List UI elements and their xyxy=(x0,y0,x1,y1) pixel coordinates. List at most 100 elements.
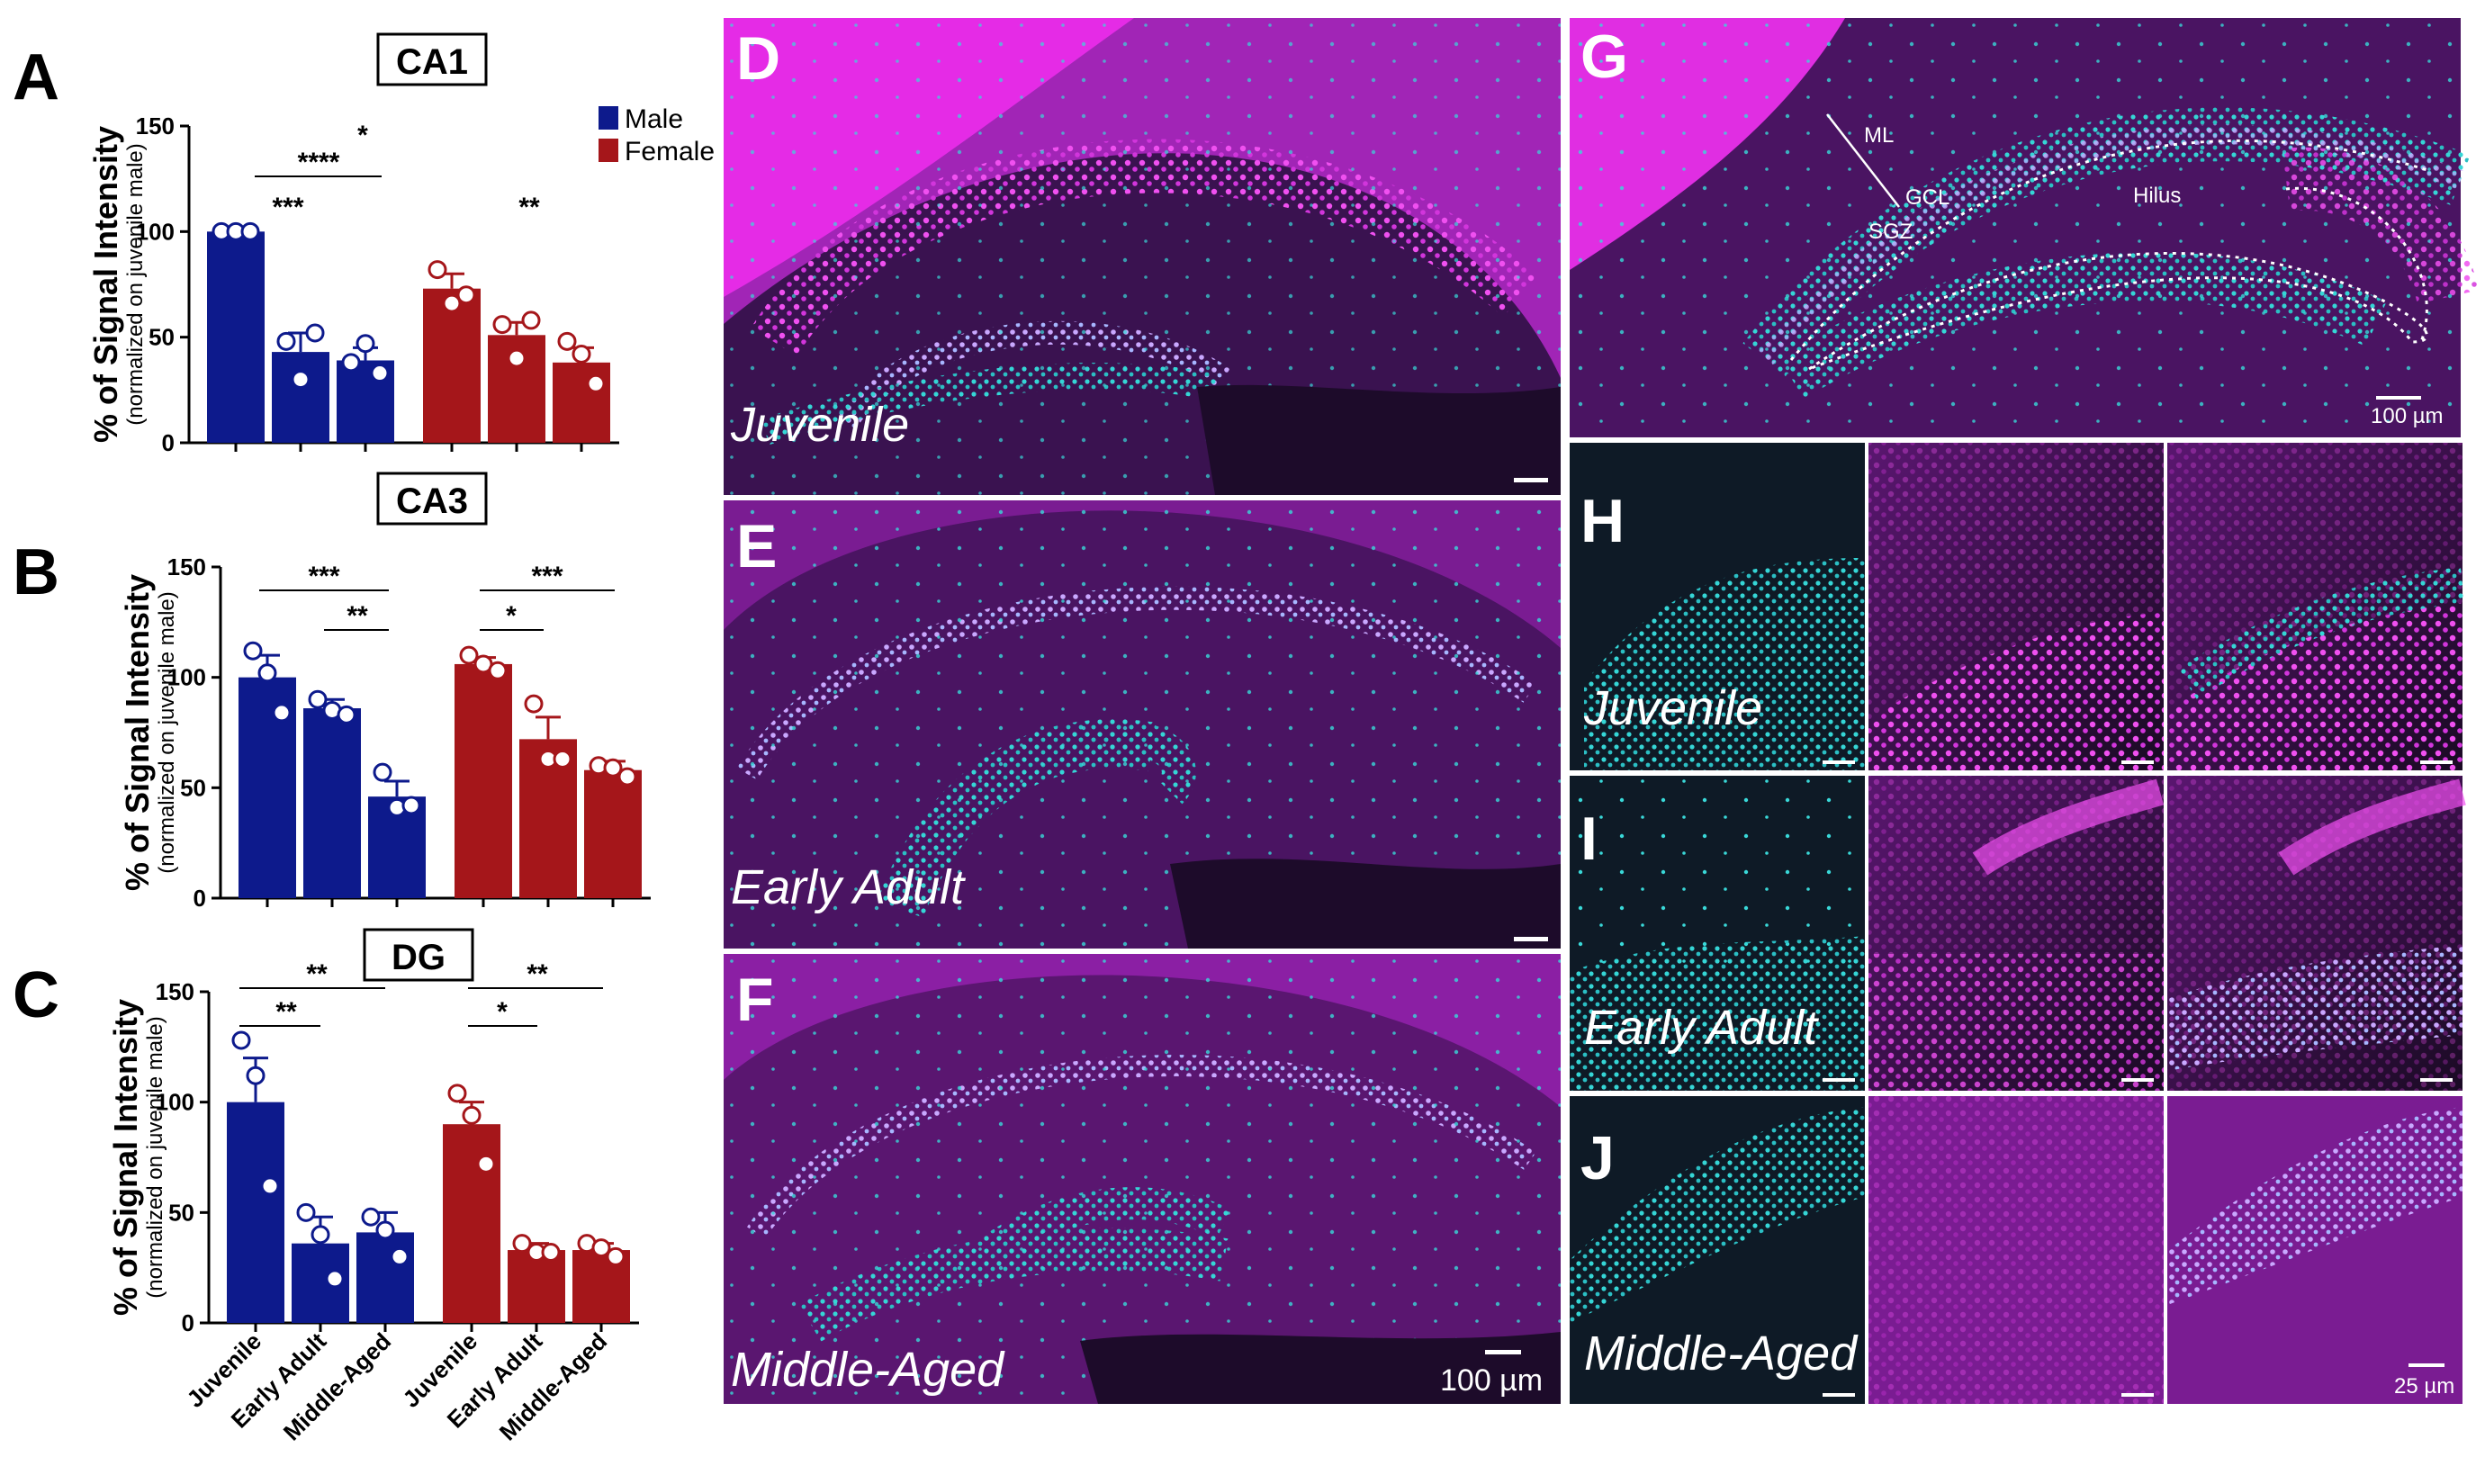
significance-label: ** xyxy=(275,997,297,1027)
y-axis-subtitle: (normalized on juvenile male) xyxy=(143,1016,167,1298)
y-tick-label: 50 xyxy=(149,324,175,351)
data-point xyxy=(603,758,623,778)
data-point xyxy=(617,767,637,787)
y-tick-label: 100 xyxy=(136,218,175,245)
y-axis-subtitle: (normalized on juvenile male) xyxy=(123,143,148,425)
data-point xyxy=(488,661,508,680)
scale-bar-j2 xyxy=(2121,1393,2154,1397)
chart-title-box xyxy=(376,472,488,526)
label-e-age: Early Adult xyxy=(731,860,966,914)
data-point xyxy=(456,285,476,305)
panel-letter-d: D xyxy=(736,24,780,93)
significance-label: ** xyxy=(306,959,328,989)
data-point xyxy=(524,694,544,714)
panel-letter-j: J xyxy=(1580,1124,1615,1192)
scale-bar-d xyxy=(1514,478,1548,482)
panel-letter-a: A xyxy=(13,41,59,113)
y-axis-title: % of Signal Intensity xyxy=(87,126,124,443)
scale-bar-h2 xyxy=(2121,760,2154,764)
data-point xyxy=(291,370,311,390)
micrograph-g: ML GCL SGZ Hilus G 100 µm xyxy=(1570,18,2480,437)
significance-label: * xyxy=(497,997,508,1027)
legend-male-label: Male xyxy=(625,104,683,134)
significance-label: ** xyxy=(527,959,548,989)
data-point xyxy=(243,641,263,661)
data-point xyxy=(492,315,512,335)
scale-bar-j1 xyxy=(1823,1393,1855,1397)
data-point xyxy=(390,1246,410,1266)
scale-bar-f xyxy=(1485,1350,1521,1354)
y-tick-label: 150 xyxy=(167,553,206,580)
bar xyxy=(508,1250,565,1323)
data-point xyxy=(231,1030,251,1050)
label-i-age: Early Adult xyxy=(1584,1001,1819,1055)
scale-bar-h1 xyxy=(1823,760,1855,764)
label-j-age: Middle-Aged xyxy=(1584,1327,1859,1381)
data-point xyxy=(462,1105,482,1125)
data-point xyxy=(428,260,447,280)
micrograph-e: E Early Adult xyxy=(724,500,1561,949)
micrograph-j-row: J Middle-Aged 25 µm xyxy=(1570,1096,2462,1404)
data-point xyxy=(512,1234,532,1254)
significance-label: **** xyxy=(298,148,340,177)
data-point xyxy=(308,689,328,709)
y-tick-label: 150 xyxy=(136,112,175,139)
micrograph-i-row: I Early Adult xyxy=(1570,776,2466,1091)
significance-label: ** xyxy=(347,601,368,631)
bar xyxy=(227,1102,284,1323)
data-point xyxy=(240,221,260,241)
panel-letter-c: C xyxy=(13,959,59,1031)
panel-letter-i: I xyxy=(1580,805,1598,873)
data-point xyxy=(447,1084,467,1103)
label-g-gcl: GCL xyxy=(1905,185,1949,210)
chart-title: CA3 xyxy=(396,481,468,521)
label-d-age: Juvenile xyxy=(730,398,909,452)
panel-letter-g: G xyxy=(1580,22,1628,91)
scale-bar-h3 xyxy=(2420,760,2453,764)
data-point xyxy=(276,331,296,351)
label-h-age: Juvenile xyxy=(1583,681,1762,735)
panel-letter-f: F xyxy=(736,966,774,1034)
panel-letter-e: E xyxy=(736,512,777,580)
micrograph-d: D Juvenile xyxy=(724,18,1561,495)
data-point xyxy=(459,645,479,665)
data-point xyxy=(325,1269,345,1289)
y-axis-title: % of Signal Intensity xyxy=(119,574,156,891)
data-point xyxy=(272,703,292,723)
chart-dg: DG 0 50 100 150 % of Signal Intensity (normali… xyxy=(107,928,639,1336)
legend: Male Female xyxy=(599,104,715,166)
panel-letter-b: B xyxy=(13,536,59,608)
y-tick-label: 0 xyxy=(182,1309,194,1336)
data-point xyxy=(370,364,390,383)
scale-bar-i1 xyxy=(1823,1078,1855,1082)
data-point xyxy=(257,663,277,683)
bar xyxy=(553,362,610,443)
significance-label: *** xyxy=(531,562,563,591)
scale-bar-i3 xyxy=(2420,1078,2453,1082)
y-tick-label: 100 xyxy=(167,664,206,691)
data-point xyxy=(337,705,356,724)
y-tick-label: 0 xyxy=(162,429,175,456)
bar xyxy=(423,288,481,443)
data-point xyxy=(361,1207,381,1227)
significance-label: ** xyxy=(518,193,540,222)
significance-label: * xyxy=(357,121,368,150)
legend-female-swatch xyxy=(599,139,618,162)
data-point xyxy=(305,323,325,343)
data-point xyxy=(246,1066,266,1085)
y-tick-label: 100 xyxy=(156,1089,194,1116)
scale-bar-i2 xyxy=(2121,1078,2154,1082)
scale-bar-e xyxy=(1514,937,1548,941)
data-point xyxy=(373,762,392,782)
scale-text-j: 25 µm xyxy=(2394,1374,2454,1399)
label-g-sgz: SGZ xyxy=(1868,220,1913,244)
legend-male-swatch xyxy=(599,106,618,130)
data-point xyxy=(521,310,541,330)
y-tick-label: 0 xyxy=(194,885,206,912)
data-point xyxy=(401,796,421,815)
scale-text-g: 100 µm xyxy=(2371,404,2444,428)
data-point xyxy=(541,1242,561,1262)
scale-bar-g xyxy=(2376,396,2421,400)
